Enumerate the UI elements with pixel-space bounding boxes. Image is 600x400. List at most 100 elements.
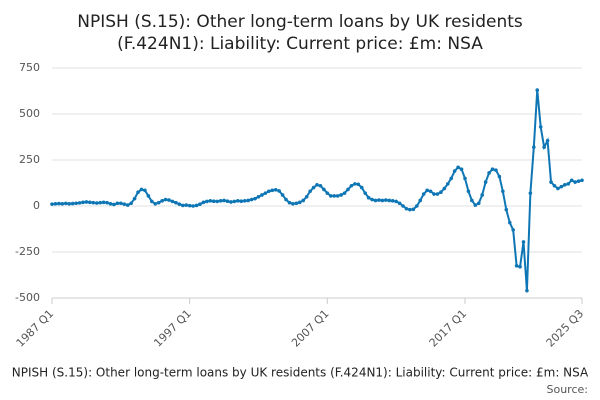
point bbox=[101, 200, 106, 205]
point bbox=[415, 204, 419, 208]
point bbox=[297, 200, 302, 205]
chart-title: (F.424N1): Liability: Current price: £m:… bbox=[117, 34, 483, 54]
x-tick-label: 1997 Q1 bbox=[151, 307, 194, 350]
point bbox=[408, 207, 412, 212]
point bbox=[156, 200, 161, 205]
point bbox=[81, 200, 85, 205]
point bbox=[57, 201, 61, 206]
point bbox=[311, 185, 316, 190]
point bbox=[566, 182, 571, 186]
point bbox=[418, 198, 423, 203]
point bbox=[280, 193, 285, 197]
point bbox=[50, 202, 54, 206]
point bbox=[370, 197, 374, 202]
point bbox=[53, 201, 58, 206]
point bbox=[294, 201, 299, 206]
point bbox=[150, 199, 154, 204]
point bbox=[291, 201, 295, 206]
point bbox=[497, 174, 502, 179]
point bbox=[163, 197, 168, 202]
point bbox=[256, 195, 261, 199]
point bbox=[442, 186, 447, 191]
point bbox=[501, 189, 505, 194]
point bbox=[359, 185, 364, 190]
point bbox=[490, 167, 495, 171]
point bbox=[580, 178, 584, 183]
point bbox=[411, 207, 416, 212]
point bbox=[201, 200, 206, 205]
point bbox=[249, 197, 254, 202]
point bbox=[322, 187, 326, 192]
point bbox=[84, 200, 89, 204]
caption: NPISH (S.15): Other long-term loans by U… bbox=[12, 366, 589, 380]
point bbox=[253, 196, 257, 201]
x-tick-label: 1987 Q1 bbox=[14, 307, 57, 350]
point bbox=[439, 190, 443, 194]
point bbox=[507, 220, 512, 225]
point bbox=[532, 145, 536, 149]
point bbox=[194, 203, 199, 208]
point bbox=[480, 193, 484, 197]
point bbox=[562, 183, 567, 187]
point bbox=[242, 199, 247, 203]
chart-title: NPISH (S.15): Other long-term loans by U… bbox=[77, 12, 523, 32]
point bbox=[174, 200, 178, 205]
point bbox=[342, 191, 347, 195]
point bbox=[397, 201, 402, 206]
point bbox=[115, 201, 120, 206]
y-tick-label: 750 bbox=[19, 61, 40, 74]
point bbox=[494, 168, 498, 172]
point bbox=[542, 145, 546, 149]
point bbox=[535, 88, 540, 92]
point bbox=[143, 188, 147, 193]
point bbox=[122, 202, 127, 206]
point bbox=[146, 194, 151, 198]
point bbox=[273, 188, 278, 192]
point bbox=[208, 199, 213, 203]
point bbox=[225, 199, 230, 204]
point bbox=[215, 199, 219, 204]
point bbox=[304, 195, 309, 199]
point bbox=[332, 194, 337, 198]
point bbox=[129, 201, 133, 206]
source: Source: bbox=[547, 383, 589, 396]
point bbox=[538, 125, 543, 129]
point bbox=[401, 204, 405, 208]
point bbox=[545, 138, 550, 143]
point bbox=[98, 200, 102, 205]
point bbox=[377, 198, 381, 202]
point bbox=[528, 191, 533, 195]
point bbox=[308, 189, 312, 194]
point bbox=[470, 198, 474, 203]
point bbox=[556, 186, 560, 191]
point bbox=[263, 191, 268, 195]
point bbox=[60, 201, 65, 206]
point bbox=[559, 184, 564, 189]
point bbox=[325, 191, 330, 195]
point bbox=[270, 188, 275, 193]
point bbox=[153, 201, 158, 206]
x-tick-label: 2017 Q1 bbox=[427, 307, 470, 350]
point bbox=[366, 195, 371, 200]
point bbox=[318, 183, 323, 188]
point bbox=[390, 199, 395, 203]
point bbox=[112, 202, 116, 207]
point bbox=[94, 201, 99, 205]
point bbox=[229, 200, 233, 204]
point bbox=[521, 240, 526, 244]
point bbox=[576, 179, 581, 183]
point bbox=[569, 178, 574, 183]
y-tick-label: 250 bbox=[19, 153, 40, 166]
point bbox=[70, 201, 75, 206]
point bbox=[74, 201, 78, 206]
point bbox=[483, 180, 488, 184]
point bbox=[105, 200, 109, 205]
point bbox=[487, 171, 491, 175]
point bbox=[239, 199, 244, 204]
point bbox=[387, 198, 392, 203]
point bbox=[476, 201, 481, 206]
point bbox=[549, 180, 553, 184]
point bbox=[428, 189, 433, 194]
point bbox=[184, 203, 189, 207]
